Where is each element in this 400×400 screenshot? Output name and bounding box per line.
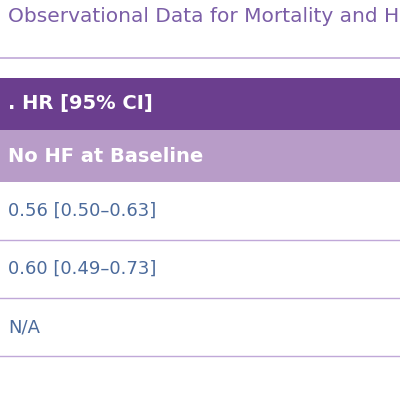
Text: 0.56 [0.50–0.63]: 0.56 [0.50–0.63] [8,202,156,220]
Text: No HF at Baseline: No HF at Baseline [8,146,203,166]
FancyBboxPatch shape [0,182,400,240]
FancyBboxPatch shape [0,240,400,298]
Text: Observational Data for Mortality and Hospitalisation for Heart Failure: Observational Data for Mortality and Hos… [8,7,400,26]
FancyBboxPatch shape [0,130,400,182]
Text: N/A: N/A [8,318,40,336]
FancyBboxPatch shape [0,58,400,78]
Text: 0.60 [0.49–0.73]: 0.60 [0.49–0.73] [8,260,156,278]
Text: . HR [95% CI]: . HR [95% CI] [8,94,153,114]
FancyBboxPatch shape [0,78,400,130]
FancyBboxPatch shape [0,298,400,356]
